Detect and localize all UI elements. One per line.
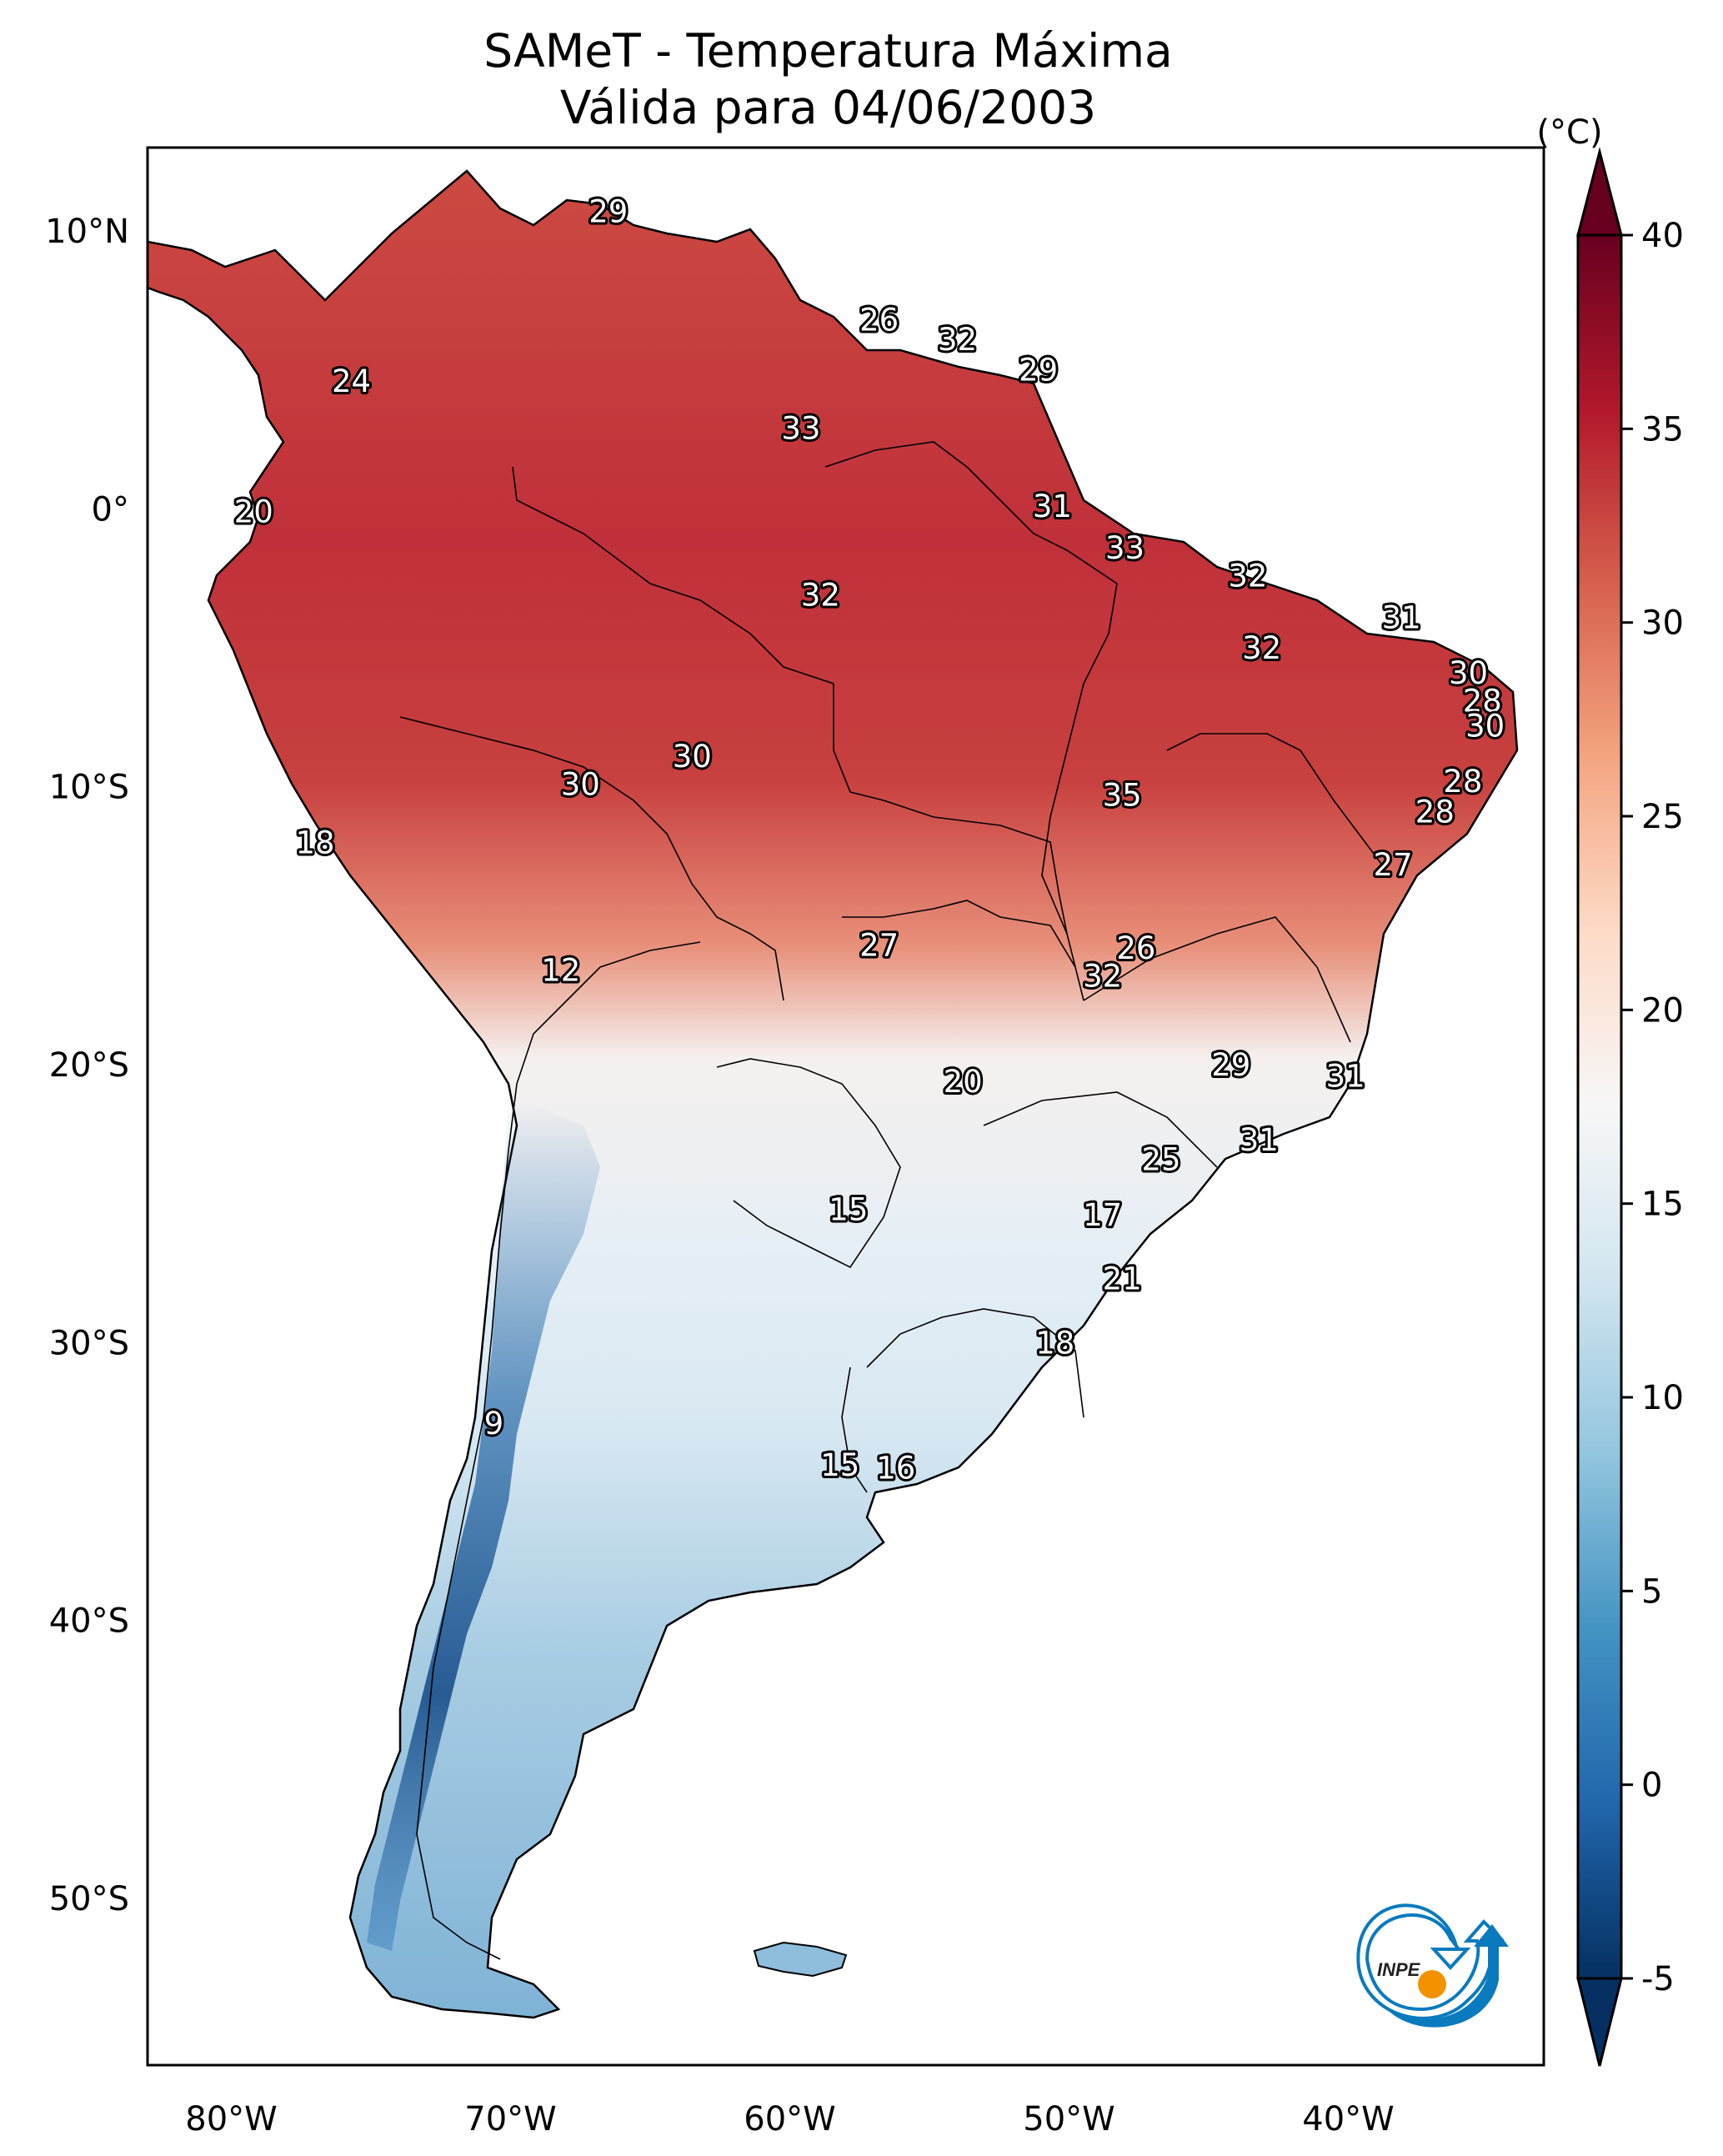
colorbar-extend-max-arrow <box>1576 147 1623 237</box>
temperature-label: 32 <box>1242 630 1281 666</box>
temperature-label: 17 <box>1083 1197 1122 1233</box>
x-tick-label: 50°W <box>1023 2100 1114 2138</box>
y-tick-label: 20°S <box>49 1046 129 1085</box>
temperature-label: 27 <box>859 928 899 964</box>
temperature-label: 30 <box>561 766 600 802</box>
falkland-islands <box>753 1941 848 1978</box>
temperature-label: 24 <box>332 364 371 399</box>
inpe-logo: INPE <box>1356 1903 1509 2028</box>
colorbar-tick-label: 15 <box>1641 1186 1684 1224</box>
map-title: SAMeT - Temperatura Máxima <box>483 24 1173 78</box>
x-tick-label: 40°W <box>1302 2100 1394 2138</box>
y-tick-label: 10°N <box>45 213 129 251</box>
logo-sun <box>1418 1970 1446 1998</box>
temperature-label: 20 <box>944 1064 983 1100</box>
south-america-landmass <box>148 169 1519 2019</box>
temperature-label: 31 <box>1326 1058 1365 1094</box>
colorbar-tick-label: 5 <box>1641 1572 1662 1611</box>
temperature-label: 32 <box>1083 958 1122 994</box>
colorbar-tick-label: 30 <box>1641 604 1684 643</box>
temperature-label: 28 <box>1443 764 1482 800</box>
temperature-label: 18 <box>1035 1325 1074 1361</box>
colorbar-bar <box>1576 233 1623 1980</box>
y-tick-label: 10°S <box>49 769 129 807</box>
colorbar-tick-label: 40 <box>1641 217 1684 255</box>
x-tick-label: 80°W <box>185 2100 277 2138</box>
andes-cold-region <box>367 1101 600 1951</box>
colorbar-tick-label: 20 <box>1641 991 1684 1030</box>
x-tick-label: 70°W <box>464 2100 556 2138</box>
temperature-label: 33 <box>1105 530 1144 566</box>
temperature-label: 29 <box>589 194 628 230</box>
temperature-label: 31 <box>1382 599 1421 635</box>
temperature-label: 28 <box>1415 795 1455 830</box>
temperature-label: 32 <box>938 322 977 358</box>
temperature-label: 29 <box>1019 353 1058 389</box>
x-axis-ticks: 80°W 70°W 60°W 50°W 40°W <box>185 2100 1394 2138</box>
temperature-label: 9 <box>484 1406 504 1442</box>
temperature-label: 28 <box>1463 683 1502 719</box>
temperature-label: 31 <box>1240 1122 1279 1158</box>
temperature-label: 32 <box>1228 558 1267 594</box>
temperature-label: 35 <box>1103 778 1142 814</box>
temperature-label: 21 <box>1103 1261 1142 1297</box>
y-tick-label: 30°S <box>49 1324 129 1362</box>
temperature-label: 15 <box>829 1191 868 1227</box>
temperature-label: 12 <box>541 953 580 989</box>
temperature-label: 32 <box>801 578 840 614</box>
temperature-label: 20 <box>234 494 273 530</box>
y-tick-label: 50°S <box>49 1880 129 1918</box>
temperature-label: 15 <box>820 1447 859 1483</box>
temperature-label: 30 <box>1465 708 1505 744</box>
colorbar-extend-min-arrow <box>1576 1977 1623 2067</box>
temperature-label: 30 <box>673 739 712 775</box>
x-tick-label: 60°W <box>744 2100 835 2138</box>
country-borders <box>399 441 1385 1960</box>
colorbar: -5 0 5 10 15 20 25 30 35 40 (°C) <box>1536 113 1684 2067</box>
colorbar-tick-label: -5 <box>1641 1960 1675 1998</box>
temperature-label: 26 <box>1116 930 1155 966</box>
temperature-label: 31 <box>1033 489 1072 524</box>
colorbar-tick-label: 35 <box>1641 410 1684 449</box>
colorbar-tick-label: 10 <box>1641 1379 1684 1417</box>
plot-frame <box>146 146 1545 2067</box>
y-tick-label: 40°S <box>49 1602 129 1641</box>
temperature-label: 25 <box>1142 1141 1181 1177</box>
y-tick-label: 0° <box>92 490 129 529</box>
temperature-label: 16 <box>876 1450 915 1486</box>
colorbar-unit-label: (°C) <box>1536 113 1602 152</box>
temperature-label: 29 <box>1211 1047 1250 1083</box>
temperature-label: 33 <box>781 411 820 447</box>
colorbar-tick-label: 0 <box>1641 1767 1662 1805</box>
logo-swoosh <box>1356 1903 1505 2020</box>
y-axis-ticks: 10°N 0° 10°S 20°S 30°S 40°S 50°S <box>45 213 129 1918</box>
map-subtitle: Válida para 04/06/2003 <box>559 81 1097 134</box>
temperature-label: 18 <box>295 825 334 860</box>
temperature-label: 26 <box>859 303 899 338</box>
temperature-label: 27 <box>1374 847 1413 883</box>
logo-text: INPE <box>1377 1959 1421 1980</box>
logo-arrow <box>1380 1924 1509 2028</box>
temperature-label: 30 <box>1449 655 1488 691</box>
colorbar-tick-label: 25 <box>1641 798 1684 836</box>
